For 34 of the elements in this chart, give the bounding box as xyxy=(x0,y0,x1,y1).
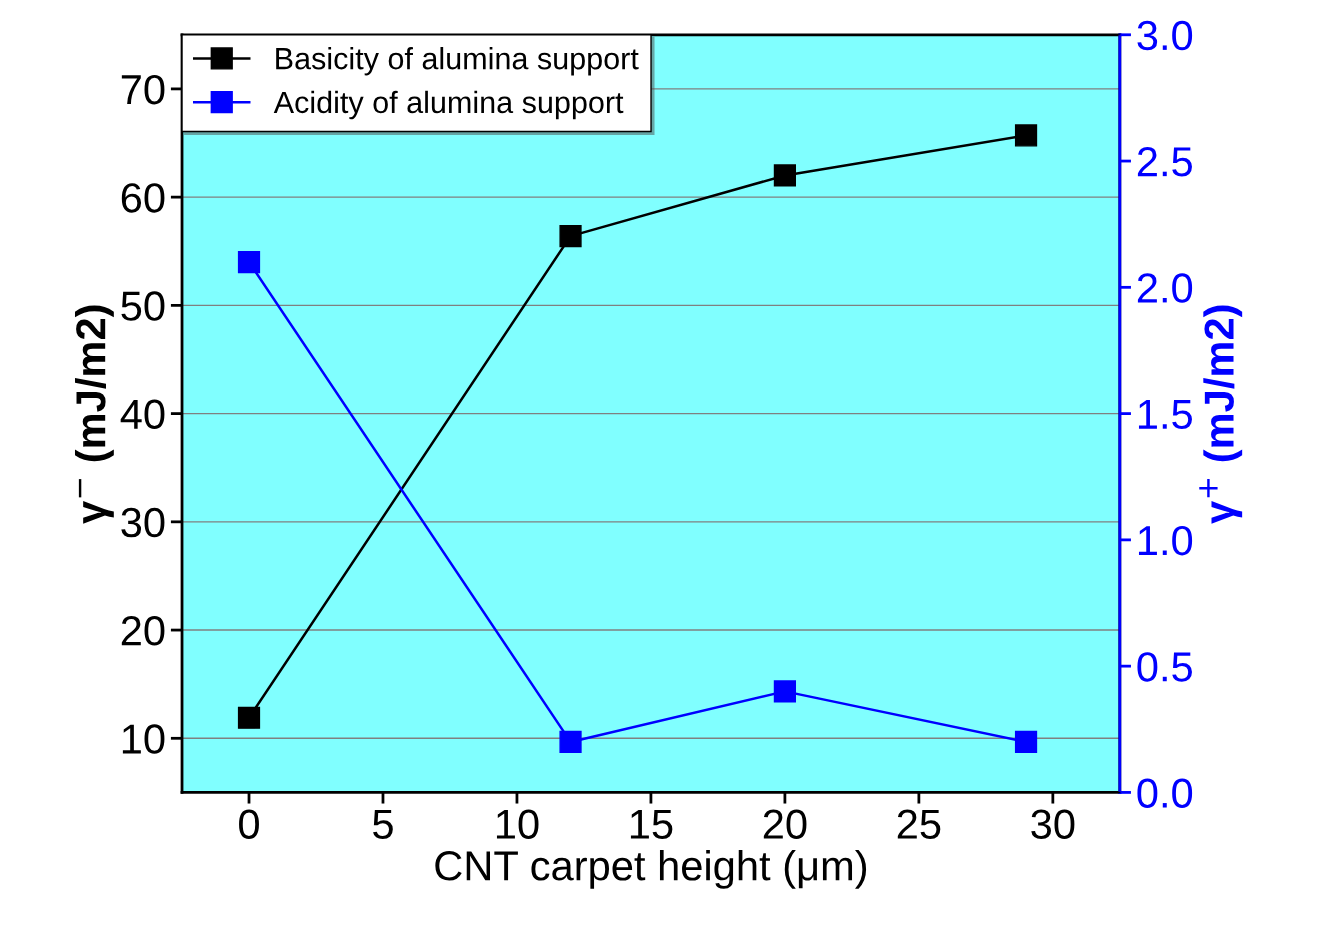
y2-tick-label: 1.5 xyxy=(1138,400,1192,430)
point xyxy=(773,680,797,703)
y2-tick-label: 2.5 xyxy=(1137,147,1192,177)
y-tick-label: 70 xyxy=(121,74,165,105)
point xyxy=(1014,124,1038,147)
legend-label: Acidity of alumina support xyxy=(273,90,624,120)
x-tick-label: 5 xyxy=(373,809,393,839)
x-tick-label: 10 xyxy=(496,809,539,839)
legend-label: Basicity of alumina support xyxy=(276,47,639,76)
y-tick-label: 10 xyxy=(122,724,165,754)
point xyxy=(559,730,582,754)
y2-tick-label: 3.0 xyxy=(1137,20,1193,51)
x-tick-label: 15 xyxy=(630,809,673,839)
y-tick-label: 40 xyxy=(120,399,165,430)
y-tick-label: 30 xyxy=(121,507,165,538)
x-tick-label: 25 xyxy=(897,809,941,839)
y-axis-title: γ$^{−}$ (mJ/m2) xyxy=(74,305,114,524)
point xyxy=(237,250,261,274)
x-axis-title: CNT carpet height (μm) xyxy=(435,850,867,889)
x-tick-label: 20 xyxy=(763,809,807,839)
y-tick-label: 50 xyxy=(121,291,165,321)
point xyxy=(1014,730,1038,754)
x-tick-label: 0 xyxy=(239,809,259,839)
y-tick-label: 60 xyxy=(121,183,165,213)
y-tick-label: 20 xyxy=(121,616,165,646)
y2-axis-title: γ$^{+}$ (mJ/m2) xyxy=(1199,305,1243,524)
point xyxy=(559,224,582,248)
y2-tick-label: 2.0 xyxy=(1137,273,1193,303)
y2-tick-label: 0.0 xyxy=(1137,778,1193,808)
y2-tick-label: 0.5 xyxy=(1137,652,1192,682)
point xyxy=(773,164,797,187)
point xyxy=(237,706,261,729)
y2-tick-label: 1.0 xyxy=(1138,525,1193,556)
x-tick-label: 30 xyxy=(1031,809,1075,839)
